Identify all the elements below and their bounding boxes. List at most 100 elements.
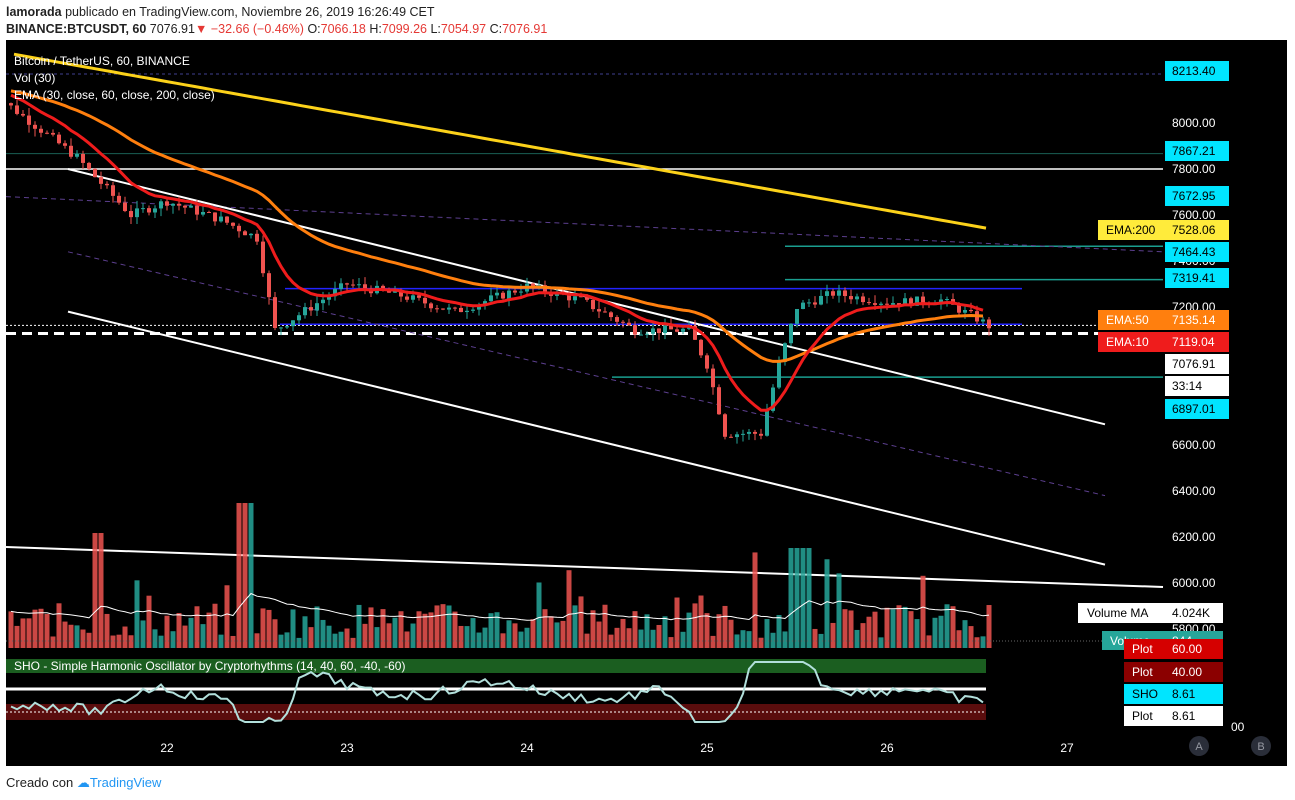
candle[interactable]	[249, 233, 253, 236]
volume-bar[interactable]	[86, 632, 92, 648]
volume-bar[interactable]	[848, 610, 854, 648]
candle[interactable]	[969, 309, 973, 312]
volume-bar[interactable]	[32, 609, 38, 648]
volume-bar[interactable]	[908, 611, 914, 648]
candle[interactable]	[243, 231, 247, 236]
volume-bar[interactable]	[584, 633, 590, 648]
candle[interactable]	[315, 303, 319, 311]
volume-bar[interactable]	[338, 631, 344, 648]
candle[interactable]	[231, 222, 235, 226]
volume-bar[interactable]	[248, 503, 254, 648]
volume-bar[interactable]	[896, 605, 902, 648]
candle[interactable]	[69, 145, 73, 157]
volume-bar[interactable]	[512, 623, 518, 648]
candle[interactable]	[435, 308, 439, 310]
candle[interactable]	[117, 195, 121, 203]
price-chart[interactable]: 8000.007800.007600.007400.007200.006600.…	[0, 0, 1295, 770]
volume-bar[interactable]	[152, 629, 158, 648]
volume-bar[interactable]	[614, 627, 620, 648]
candle[interactable]	[489, 295, 493, 302]
volume-bar[interactable]	[344, 628, 350, 648]
candle[interactable]	[15, 105, 19, 114]
tradingview-logo-icon[interactable]: ☁	[76, 775, 90, 790]
volume-bar[interactable]	[578, 596, 584, 648]
candle[interactable]	[75, 153, 79, 157]
volume-bar[interactable]	[572, 605, 578, 648]
volume-bar[interactable]	[416, 611, 422, 648]
candle[interactable]	[189, 205, 193, 208]
candle[interactable]	[483, 301, 487, 305]
candle[interactable]	[129, 211, 133, 218]
candle[interactable]	[603, 311, 607, 313]
volume-bar[interactable]	[20, 618, 26, 648]
volume-bar[interactable]	[710, 635, 716, 648]
candle[interactable]	[957, 304, 961, 313]
candle[interactable]	[411, 295, 415, 300]
candle[interactable]	[351, 284, 355, 286]
candle[interactable]	[693, 325, 697, 340]
candle[interactable]	[963, 309, 967, 313]
volume-bar[interactable]	[500, 633, 506, 648]
volume-bar[interactable]	[722, 605, 728, 648]
candle[interactable]	[609, 312, 613, 318]
volume-bar[interactable]	[932, 617, 938, 648]
volume-bar[interactable]	[656, 624, 662, 648]
volume-bar[interactable]	[662, 616, 668, 648]
volume-bar[interactable]	[728, 619, 734, 648]
volume-bar[interactable]	[680, 631, 686, 648]
volume-bar[interactable]	[506, 620, 512, 648]
candle[interactable]	[867, 302, 871, 304]
candle[interactable]	[855, 296, 859, 300]
candle[interactable]	[621, 321, 625, 323]
candle[interactable]	[165, 201, 169, 206]
volume-ma-line[interactable]	[10, 592, 990, 621]
tradingview-brand[interactable]: TradingView	[89, 775, 162, 790]
ema-10-line[interactable]	[10, 93, 984, 412]
volume-bar[interactable]	[734, 634, 740, 648]
candle[interactable]	[567, 294, 571, 301]
candle[interactable]	[633, 325, 637, 335]
candle[interactable]	[801, 302, 805, 309]
volume-bar[interactable]	[518, 631, 524, 648]
candle[interactable]	[9, 103, 13, 106]
candle[interactable]	[897, 303, 901, 306]
volume-bar[interactable]	[986, 605, 992, 648]
volume-bar[interactable]	[92, 533, 98, 648]
candle[interactable]	[267, 273, 271, 298]
candle[interactable]	[789, 323, 793, 344]
candle[interactable]	[657, 328, 661, 334]
candle[interactable]	[909, 298, 913, 306]
volume-bar[interactable]	[836, 573, 842, 648]
candle[interactable]	[459, 307, 463, 313]
candle[interactable]	[681, 328, 685, 332]
candle[interactable]	[105, 183, 109, 186]
candle[interactable]	[759, 433, 763, 436]
candle[interactable]	[39, 128, 43, 133]
candle[interactable]	[747, 431, 751, 434]
volume-bar[interactable]	[812, 628, 818, 648]
volume-bar[interactable]	[602, 604, 608, 648]
candle[interactable]	[585, 296, 589, 300]
volume-bar[interactable]	[374, 627, 380, 648]
volume-bar[interactable]	[290, 609, 296, 648]
volume-bar[interactable]	[44, 613, 50, 648]
volume-bar[interactable]	[452, 611, 458, 648]
volume-bar[interactable]	[920, 575, 926, 648]
candle[interactable]	[783, 343, 787, 362]
candle[interactable]	[111, 185, 115, 196]
volume-bar[interactable]	[914, 619, 920, 648]
candle[interactable]	[147, 208, 151, 213]
volume-bar[interactable]	[110, 635, 116, 648]
candle[interactable]	[297, 315, 301, 321]
volume-bar[interactable]	[890, 609, 896, 648]
volume-bar[interactable]	[746, 631, 752, 648]
candle[interactable]	[381, 285, 385, 291]
volume-bar[interactable]	[116, 634, 122, 648]
candle[interactable]	[159, 201, 163, 209]
candle[interactable]	[495, 292, 499, 296]
volume-bar[interactable]	[224, 585, 230, 648]
volume-bar[interactable]	[422, 613, 428, 648]
candle[interactable]	[831, 291, 835, 296]
candle[interactable]	[639, 334, 643, 336]
candle[interactable]	[669, 325, 673, 330]
